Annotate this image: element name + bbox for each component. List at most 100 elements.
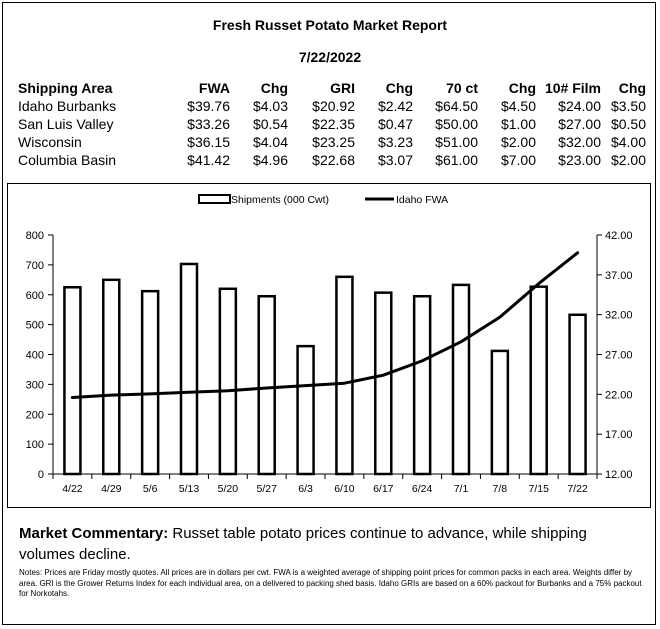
table-row: San Luis Valley $33.26 $0.54 $22.35 $0.4… <box>18 115 646 133</box>
x-axis-tick-label: 6/3 <box>298 483 313 495</box>
cell-fwa-chg: $4.04 <box>252 134 288 150</box>
report-title: Fresh Russet Potato Market Report <box>212 17 448 33</box>
cell-film: $32.00 <box>558 134 601 150</box>
chart-container: Shipments (000 Cwt) Idaho FWA 0 100 200 300… <box>7 183 651 508</box>
cell-gri: $22.68 <box>312 152 355 168</box>
left-axis-tick-label: 800 <box>26 230 44 242</box>
cell-area: Wisconsin <box>18 134 82 150</box>
shipments-bar <box>374 291 393 476</box>
legend-swatch-shipments <box>198 194 231 204</box>
commentary-label: Market Commentary: <box>19 525 169 542</box>
x-axis-tick-label: 5/13 <box>179 483 200 495</box>
shipments-bar <box>102 278 121 476</box>
x-axis-tick-label: 5/20 <box>218 483 239 495</box>
cell-film-chg: $3.50 <box>610 98 646 114</box>
x-axis-tick-label: 4/22 <box>62 483 83 495</box>
header-fwa: FWA <box>198 80 230 96</box>
right-axis-tick-label: 27.00 <box>605 350 633 362</box>
right-axis-tick-label: 12.00 <box>605 469 633 481</box>
price-table-header: Shipping Area FWA Chg GRI Chg 70 ct Chg … <box>18 79 646 97</box>
x-axis-tick-label: 7/1 <box>454 483 469 495</box>
cell-70ct-chg: $4.50 <box>500 98 536 114</box>
cell-70ct: $50.00 <box>435 116 478 132</box>
cell-fwa: $39.76 <box>187 98 230 114</box>
left-axis-tick-label: 0 <box>38 469 44 481</box>
cell-gri: $22.35 <box>312 116 355 132</box>
right-axis-tick-label: 22.00 <box>605 389 633 401</box>
cell-gri: $23.25 <box>312 134 355 150</box>
cell-film-chg: $2.00 <box>610 152 646 168</box>
shipments-bar <box>140 289 160 476</box>
shipments-bar <box>179 262 199 476</box>
shipments-bar <box>296 344 315 476</box>
cell-gri-chg: $3.23 <box>377 134 413 150</box>
shipments-bar <box>257 294 276 476</box>
right-axis-tick-label: 42.00 <box>605 230 633 242</box>
shipments-bar <box>335 275 354 476</box>
cell-fwa: $41.42 <box>187 152 230 168</box>
cell-area: Columbia Basin <box>18 152 117 168</box>
x-axis-tick-label: 4/29 <box>101 483 122 495</box>
commentary-text: Russet table potato prices continue to a… <box>19 525 587 563</box>
cell-fwa-chg: $4.96 <box>252 152 288 168</box>
cell-gri-chg: $0.47 <box>377 116 413 132</box>
x-axis-tick-label: 6/24 <box>412 483 433 495</box>
cell-fwa: $33.26 <box>187 116 230 132</box>
cell-film-chg: $0.50 <box>610 116 646 132</box>
x-axis-tick-label: 5/6 <box>143 483 158 495</box>
line-series <box>70 251 580 399</box>
x-axis-tick-label: 7/22 <box>567 483 588 495</box>
shipments-bar <box>451 283 471 476</box>
left-axis-tick-label: 200 <box>26 409 44 421</box>
cell-70ct: $51.00 <box>435 134 478 150</box>
idaho-fwa-line <box>70 251 580 399</box>
cell-70ct-chg: $7.00 <box>500 152 536 168</box>
right-axis-tick-label: 32.00 <box>605 310 633 322</box>
price-table: Shipping Area FWA Chg GRI Chg 70 ct Chg … <box>18 79 646 169</box>
header-gri-chg: Chg <box>385 80 413 96</box>
shipments-price-chart: Shipments (000 Cwt) Idaho FWA 0 100 200 300… <box>26 194 633 495</box>
shipments-bar <box>412 294 432 476</box>
shipments-bar <box>490 349 510 476</box>
header-70ct: 70 ct <box>446 80 478 96</box>
left-axis-tick-label: 700 <box>26 260 44 272</box>
header-gri: GRI <box>330 80 355 96</box>
cell-film: $27.00 <box>558 116 601 132</box>
cell-film-chg: $4.00 <box>610 134 646 150</box>
left-axis-tick-label: 300 <box>26 379 44 391</box>
left-axis-tick-label: 500 <box>26 320 44 332</box>
cell-gri-chg: $3.07 <box>377 152 413 168</box>
report-notes: Notes: Prices are Friday mostly quotes. … <box>19 568 642 598</box>
header-10lb-film: 10# Film <box>544 80 601 96</box>
market-commentary: Market Commentary: Russet table potato p… <box>19 523 644 565</box>
cell-fwa-chg: $4.03 <box>252 98 288 114</box>
shipments-bar <box>529 285 548 476</box>
legend-label-shipments: Shipments (000 Cwt) <box>231 194 329 206</box>
cell-fwa: $36.15 <box>187 134 230 150</box>
cell-area: San Luis Valley <box>18 116 114 132</box>
x-axis-tick-label: 5/27 <box>256 483 277 495</box>
right-axis-tick-label: 37.00 <box>605 270 633 282</box>
left-axis-tick-label: 400 <box>26 350 44 362</box>
table-row: Columbia Basin $41.42 $4.96 $22.68 $3.07… <box>18 151 646 169</box>
legend-label-idaho-fwa: Idaho FWA <box>396 194 448 206</box>
left-axis-tick-label: 600 <box>26 290 44 302</box>
cell-film: $24.00 <box>558 98 601 114</box>
report-date: 7/22/2022 <box>298 49 362 65</box>
table-row: Wisconsin $36.15 $4.04 $23.25 $3.23 $51.… <box>18 133 646 151</box>
cell-film: $23.00 <box>558 152 601 168</box>
chart-legend: Shipments (000 Cwt) Idaho FWA <box>198 194 448 206</box>
right-axis-tick-label: 17.00 <box>605 429 633 441</box>
cell-70ct-chg: $1.00 <box>500 116 536 132</box>
cell-70ct: $61.00 <box>435 152 478 168</box>
shipments-bar <box>568 313 587 476</box>
shipments-bar <box>218 287 238 476</box>
table-row: Idaho Burbanks $39.76 $4.03 $20.92 $2.42… <box>18 97 646 115</box>
header-film-chg: Chg <box>618 80 646 96</box>
x-axis-tick-label: 6/10 <box>334 483 355 495</box>
cell-fwa-chg: $0.54 <box>252 116 288 132</box>
x-axis-tick-label: 7/15 <box>528 483 549 495</box>
bar-series <box>63 262 587 476</box>
cell-area: Idaho Burbanks <box>18 98 117 114</box>
